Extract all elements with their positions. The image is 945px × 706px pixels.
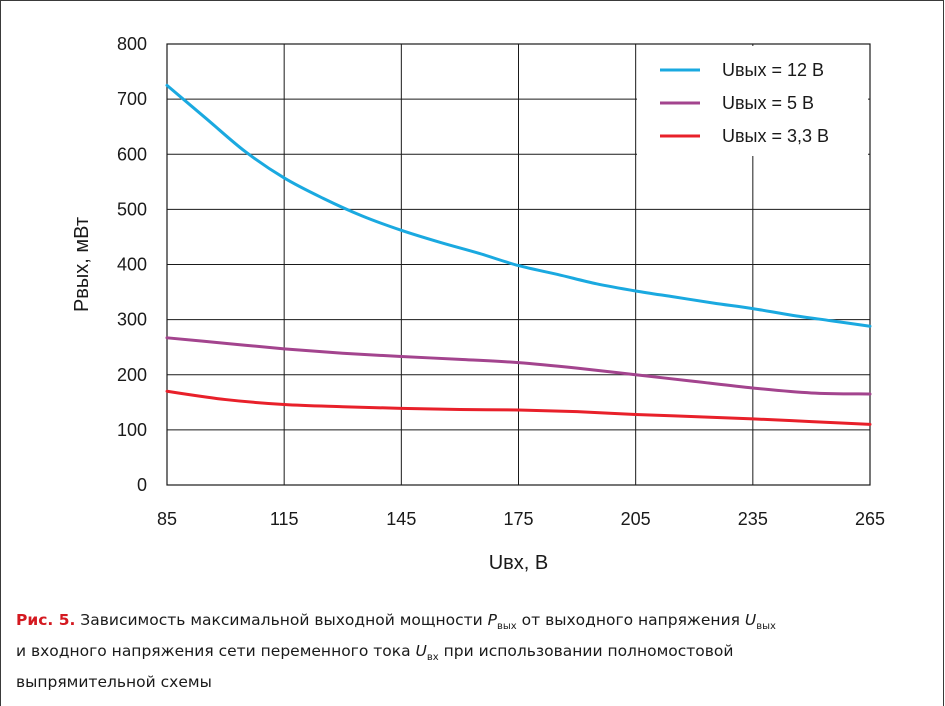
- caption-text-1: Зависимость максимальной выходной мощнос…: [75, 611, 488, 629]
- caption-symbol-p-letter: P: [487, 611, 497, 629]
- caption-symbol-u2-sub: вх: [426, 652, 439, 664]
- caption-line-3: выпрямительной схемы: [16, 670, 916, 695]
- y-tick-label: 400: [117, 255, 147, 275]
- legend-label-3: Uвых = 3,3 В: [722, 126, 829, 146]
- y-tick-label: 600: [117, 144, 147, 164]
- figure-caption: Рис. 5. Зависимость максимальной выходно…: [16, 608, 916, 695]
- series-line-3: [165, 389, 872, 426]
- x-tick-label: 85: [157, 509, 177, 529]
- chart: 85 115 145 175 205 235 265 0 100 200 300 400 500 600 7…: [71, 34, 885, 574]
- series-line-1: [165, 83, 872, 328]
- legend-label-1: Uвых = 12 В: [722, 60, 824, 80]
- y-tick-label: 800: [117, 34, 147, 54]
- caption-text-2: от выходного напряжения: [516, 611, 745, 629]
- caption-text-4: при использовании полномостовой: [438, 642, 734, 661]
- caption-text-5: выпрямительной схемы: [16, 673, 212, 692]
- caption-symbol-u1-letter: U: [744, 611, 757, 629]
- caption-symbol-u2-letter: U: [415, 642, 427, 661]
- x-tick-label: 265: [855, 509, 885, 529]
- x-tick-label: 145: [386, 509, 416, 529]
- y-axis-title: Pвых, мВт: [71, 217, 93, 312]
- caption-text-3: и входного напряжения сети переменного т…: [16, 642, 416, 661]
- caption-symbol-p-sub: вых: [497, 621, 517, 633]
- series-line-2: [165, 336, 872, 396]
- y-tick-label: 0: [137, 475, 147, 495]
- y-tick-label: 700: [117, 89, 147, 109]
- y-tick-label: 300: [117, 310, 147, 330]
- caption-symbol-p: Pвых: [487, 611, 517, 633]
- y-tick-label: 200: [117, 365, 147, 385]
- caption-line-2: и входного напряжения сети переменного т…: [16, 639, 916, 670]
- x-tick-label: 205: [621, 509, 651, 529]
- legend-box: [637, 46, 868, 156]
- x-tick-label: 235: [738, 509, 768, 529]
- caption-line-1: Рис. 5. Зависимость максимальной выходно…: [16, 608, 916, 639]
- x-tick-label: 175: [503, 509, 533, 529]
- caption-figure-label: Рис. 5.: [16, 611, 76, 629]
- y-tick-label: 100: [117, 420, 147, 440]
- legend-label-2: Uвых = 5 В: [722, 93, 814, 113]
- x-tick-label: 115: [270, 509, 299, 529]
- y-tick-label: 500: [117, 199, 147, 219]
- caption-symbol-u1-sub: вых: [756, 621, 776, 633]
- caption-symbol-u2: Uвх: [415, 642, 439, 664]
- x-axis-title: Uвх, В: [489, 552, 549, 574]
- caption-symbol-u1: Uвых: [744, 611, 776, 633]
